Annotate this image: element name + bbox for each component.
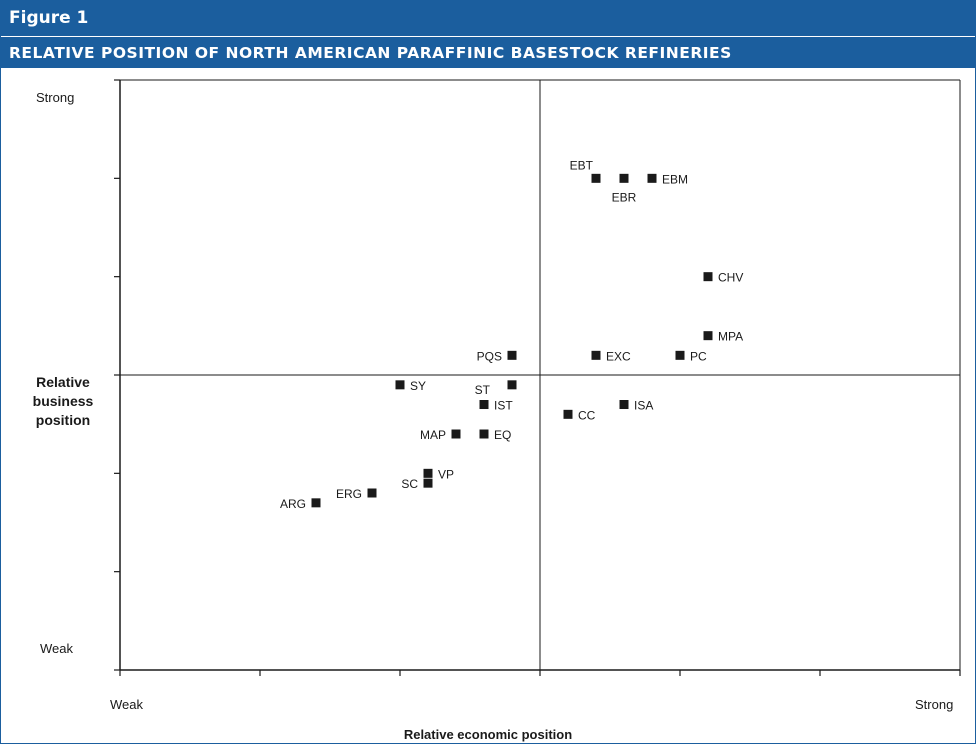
point-marker-mpa bbox=[703, 331, 713, 341]
point-label-exc: EXC bbox=[606, 349, 631, 363]
point-label-isa: ISA bbox=[634, 399, 653, 413]
figure-number: Figure 1 bbox=[9, 8, 89, 28]
point-marker-sc bbox=[423, 478, 433, 488]
header-divider bbox=[1, 36, 975, 37]
point-label-sy: SY bbox=[410, 379, 426, 393]
point-marker-ebr bbox=[619, 173, 629, 183]
point-label-eq: EQ bbox=[494, 428, 511, 442]
point-marker-ebm bbox=[647, 173, 657, 183]
figure-title: RELATIVE POSITION OF NORTH AMERICAN PARA… bbox=[9, 44, 732, 62]
point-label-ebm: EBM bbox=[662, 172, 688, 186]
x-weak-label: Weak bbox=[110, 697, 143, 712]
point-label-sc: SC bbox=[401, 477, 418, 491]
point-marker-vp bbox=[423, 468, 433, 478]
point-label-pc: PC bbox=[690, 349, 707, 363]
point-label-erg: ERG bbox=[336, 487, 362, 501]
point-marker-arg bbox=[311, 498, 321, 508]
point-marker-erg bbox=[367, 488, 377, 498]
point-marker-chv bbox=[703, 272, 713, 282]
y-axis-title: Relative business position bbox=[32, 374, 94, 428]
point-marker-isa bbox=[619, 400, 629, 409]
point-marker-eq bbox=[479, 429, 489, 439]
point-label-ebr: EBR bbox=[612, 190, 637, 204]
point-marker-map bbox=[451, 429, 461, 439]
y-weak-label: Weak bbox=[40, 641, 73, 656]
figure-header: Figure 1 RELATIVE POSITION OF NORTH AMER… bbox=[1, 1, 975, 68]
point-label-ist: IST bbox=[494, 399, 513, 413]
point-marker-pqs bbox=[507, 350, 517, 360]
point-label-st: ST bbox=[475, 383, 491, 397]
point-label-arg: ARG bbox=[280, 497, 306, 511]
point-label-chv: CHV bbox=[718, 271, 743, 285]
point-marker-st bbox=[507, 380, 517, 390]
point-marker-exc bbox=[591, 350, 601, 360]
point-label-ebt: EBT bbox=[570, 158, 594, 172]
point-label-mpa: MPA bbox=[718, 330, 743, 344]
point-label-cc: CC bbox=[578, 408, 596, 422]
x-axis-title: Relative economic position bbox=[403, 727, 573, 742]
x-strong-label: Strong bbox=[915, 697, 954, 712]
point-marker-ist bbox=[479, 400, 489, 409]
point-marker-ebt bbox=[591, 173, 601, 183]
point-marker-cc bbox=[563, 409, 573, 419]
point-label-map: MAP bbox=[420, 428, 446, 442]
point-label-vp: VP bbox=[438, 467, 454, 481]
y-strong-label: Strong bbox=[36, 90, 75, 105]
point-label-pqs: PQS bbox=[477, 349, 502, 363]
point-marker-sy bbox=[395, 380, 405, 390]
point-marker-pc bbox=[675, 350, 685, 360]
